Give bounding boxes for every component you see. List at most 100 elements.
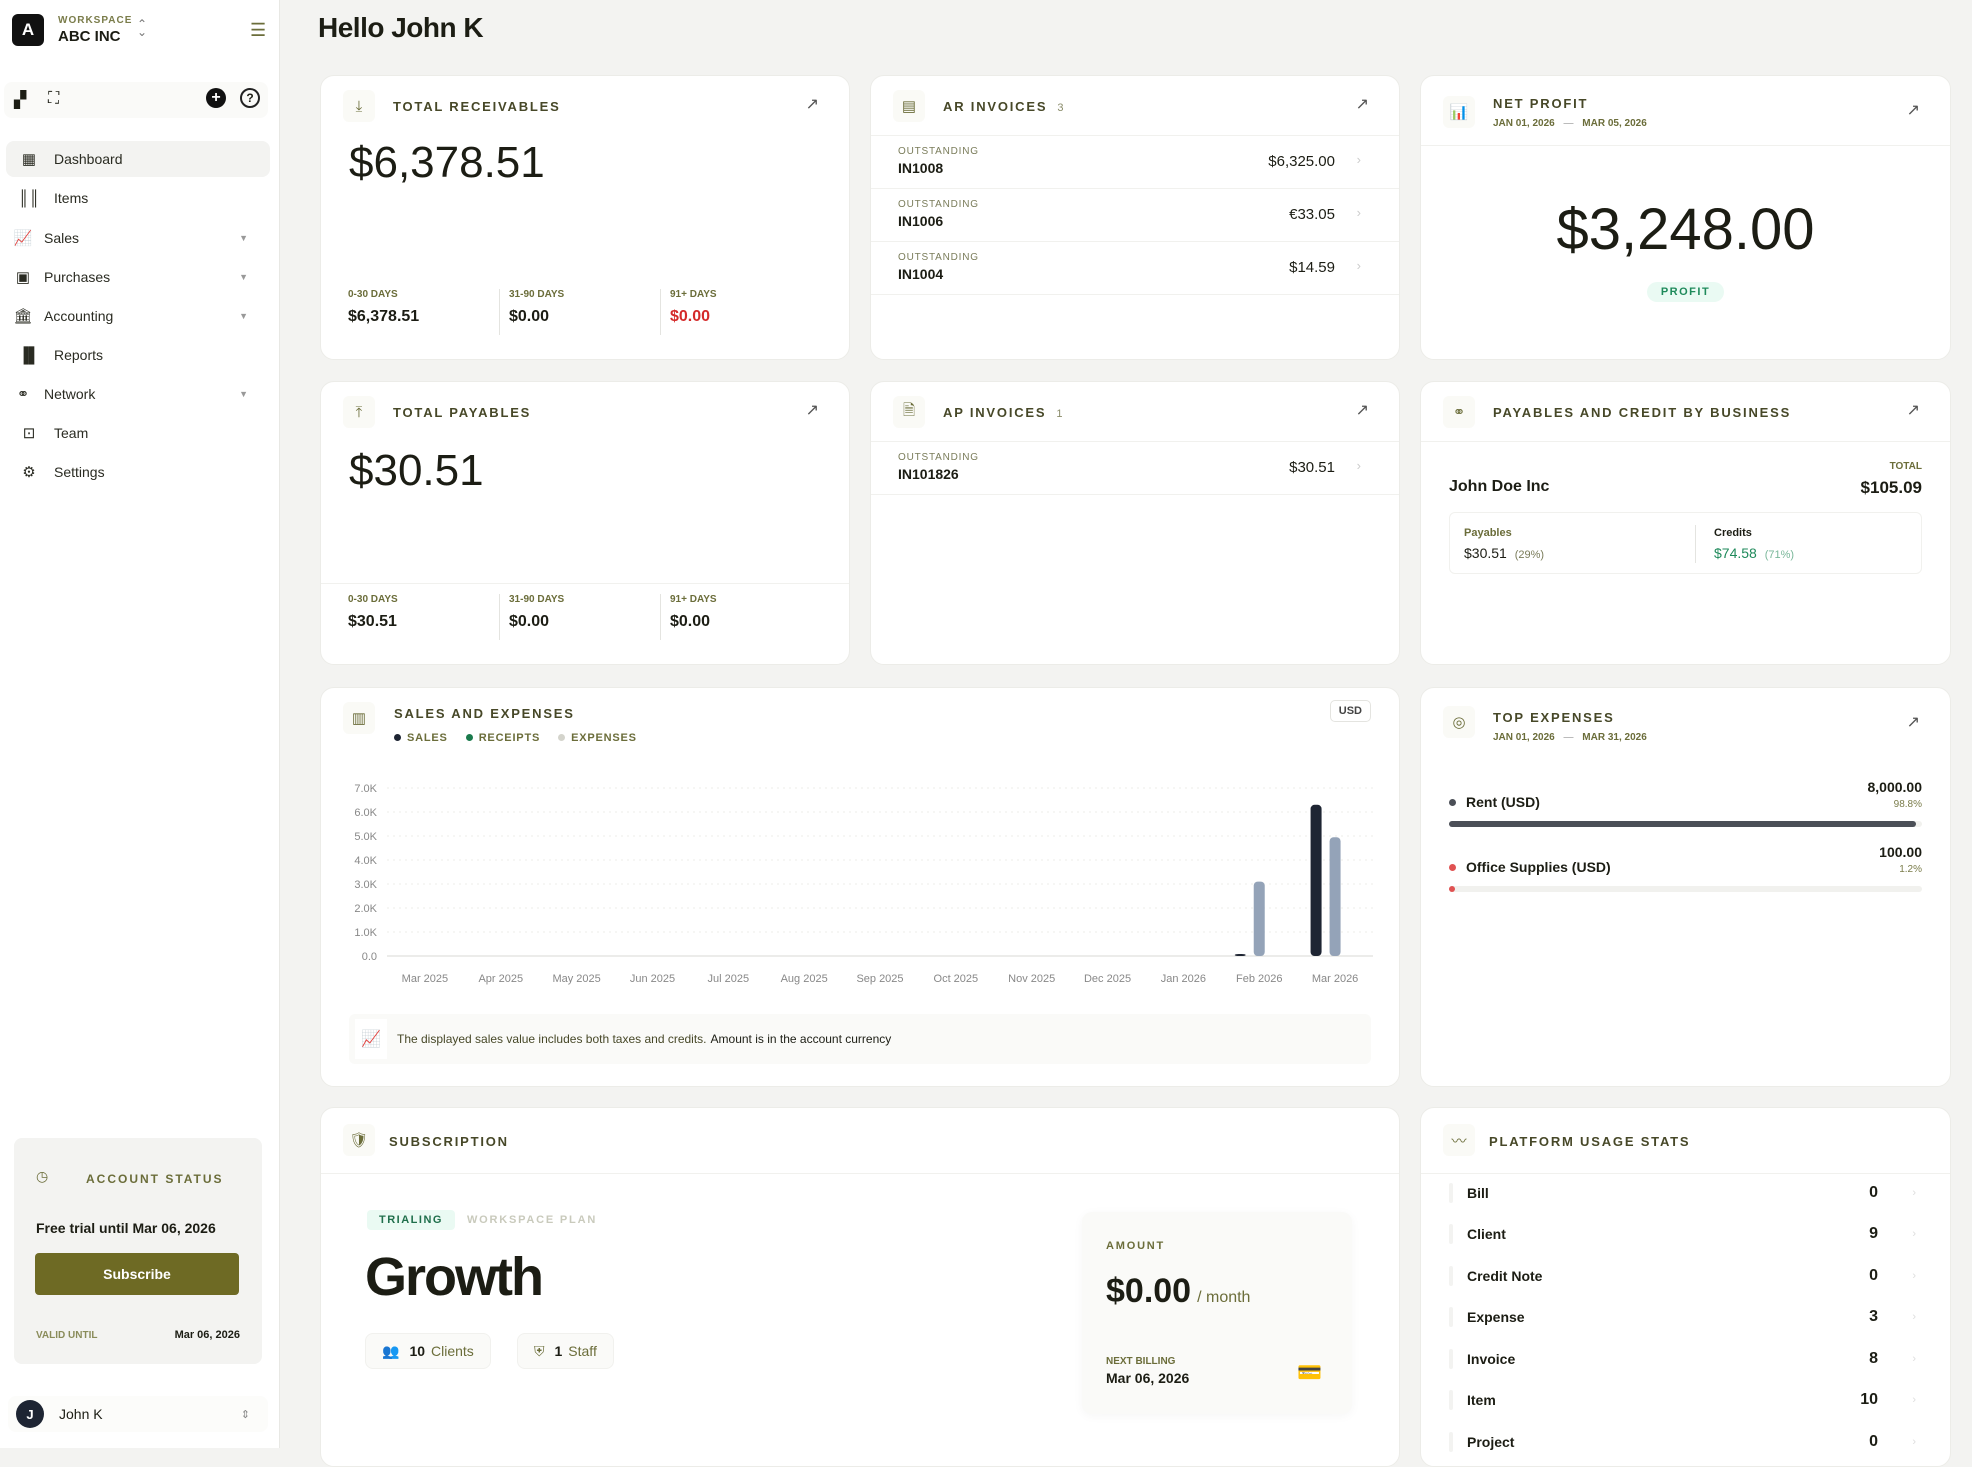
sidebar-item-purchases[interactable]: ▣ Purchases ▼ (6, 259, 270, 295)
aging-label: 0-30 DAYS (348, 289, 398, 300)
usage-row[interactable]: Expense 3 › (1449, 1299, 1922, 1335)
sidebar-item-settings[interactable]: ⚙ Settings (6, 454, 270, 490)
top-expenses-card: ◎ TOP EXPENSES JAN 01, 2026 — MAR 31, 20… (1420, 687, 1951, 1087)
business-total: $105.09 (1860, 478, 1922, 497)
fullscreen-icon[interactable]: ⛶ (48, 90, 60, 107)
open-arrow-icon[interactable]: ↗ (805, 96, 819, 113)
sidebar-item-dashboard[interactable]: ▦ Dashboard (6, 141, 270, 177)
bar-sales[interactable] (1310, 804, 1322, 956)
chevron-down-icon[interactable]: ▼ (239, 272, 248, 282)
sidebar-item-label: Reports (54, 347, 104, 363)
chevron-right-icon: › (1356, 258, 1361, 273)
sidebar-item-items[interactable]: ║║ Items (6, 180, 270, 216)
billing-period: / month (1197, 1289, 1251, 1306)
workspace-name[interactable]: ABC INC (58, 28, 121, 45)
invoice-number: IN1006 (898, 213, 944, 229)
date-to: MAR 05, 2026 (1582, 118, 1647, 129)
help-icon[interactable]: ? (240, 88, 260, 108)
x-tick-label: Jun 2025 (630, 973, 675, 985)
legend-label: EXPENSES (571, 732, 637, 744)
customize-dashboard-icon[interactable]: ▞ (14, 92, 27, 109)
y-tick-label: 5.0K (354, 831, 377, 843)
usage-row[interactable]: Client 9 › (1449, 1216, 1922, 1252)
invoice-row[interactable]: OUTSTANDING IN1006 €33.05 › (871, 189, 1399, 242)
usage-label: Expense (1467, 1309, 1525, 1325)
bar-sales[interactable] (1234, 954, 1246, 956)
net-profit-card: 📊 NET PROFIT JAN 01, 2026 — MAR 05, 2026 … (1420, 75, 1951, 360)
trial-text: Free trial until Mar 06, 2026 (36, 1220, 216, 1236)
usage-row[interactable]: Credit Note 0 › (1449, 1258, 1922, 1294)
chevron-right-icon: › (1912, 1228, 1916, 1240)
open-arrow-icon[interactable]: ↗ (1906, 402, 1920, 419)
open-arrow-icon[interactable]: ↗ (805, 402, 819, 419)
workspace-logo[interactable]: A (12, 14, 44, 46)
legend-dot-icon (558, 734, 566, 741)
aging-value: $6,378.51 (348, 308, 420, 325)
aging-label: 31-90 DAYS (509, 594, 565, 605)
date-to: MAR 31, 2026 (1582, 732, 1647, 743)
contact-icon: ⊡ (22, 425, 36, 442)
open-arrow-icon[interactable]: ↗ (1355, 402, 1369, 419)
sidebar-item-label: Team (54, 425, 89, 441)
add-icon[interactable]: + (206, 88, 226, 108)
legend-item-sales[interactable]: SALES (394, 732, 448, 744)
account-status-panel: ◷ ACCOUNT STATUS Free trial until Mar 06… (14, 1138, 262, 1364)
user-switch-icon[interactable]: ⇕ (240, 1408, 250, 1421)
aging-value: $0.00 (509, 308, 550, 325)
sidebar-item-label: Settings (54, 464, 105, 480)
currency-selector[interactable]: USD (1329, 700, 1371, 722)
y-tick-label: 7.0K (354, 783, 377, 795)
card-title: SUBSCRIPTION (389, 1134, 509, 1149)
payables-label: Payables (1464, 527, 1512, 539)
bar-expenses[interactable] (1329, 837, 1341, 956)
collapse-sidebar-icon[interactable]: ☰ (250, 20, 267, 40)
user-menu[interactable]: J John K ⇕ (8, 1396, 268, 1432)
clock-icon: ◷ (36, 1168, 49, 1184)
staff-count: 1 (554, 1343, 563, 1359)
usage-count: 10 (1860, 1391, 1878, 1408)
expense-amount: 100.00 (1879, 844, 1922, 860)
business-name[interactable]: John Doe Inc (1449, 478, 1550, 495)
invoice-row[interactable]: OUTSTANDING IN101826 $30.51 › (871, 442, 1399, 495)
y-tick-label: 6.0K (354, 807, 377, 819)
aging-label: 91+ DAYS (670, 594, 717, 605)
trend-line-icon: 〰 (1443, 1124, 1475, 1156)
sidebar-item-sales[interactable]: 📈 Sales ▼ (6, 220, 270, 256)
invoice-row[interactable]: OUTSTANDING IN1008 $6,325.00 › (871, 136, 1399, 189)
usage-label: Item (1467, 1392, 1496, 1408)
sidebar-item-accounting[interactable]: 🏛 Accounting ▼ (6, 298, 270, 334)
invoice-status: OUTSTANDING (898, 199, 979, 210)
open-arrow-icon[interactable]: ↗ (1906, 714, 1920, 731)
usage-row[interactable]: Item 10 › (1449, 1382, 1922, 1418)
date-separator: — (1563, 732, 1574, 743)
bar-expenses[interactable] (1253, 881, 1265, 956)
expense-progress (1449, 886, 1922, 892)
legend-item-receipts[interactable]: RECEIPTS (465, 732, 541, 744)
receipt-icon: ▤ (893, 90, 925, 122)
usage-row[interactable]: Bill 0 › (1449, 1175, 1922, 1211)
chevron-down-icon[interactable]: ▼ (239, 389, 248, 399)
sidebar-item-label: Accounting (44, 308, 114, 324)
usage-row[interactable]: Project 0 › (1449, 1424, 1922, 1460)
x-tick-label: Sep 2025 (856, 973, 903, 985)
sidebar-item-network[interactable]: ⚭ Network ▼ (6, 376, 270, 412)
chevron-down-icon[interactable]: ▼ (239, 233, 248, 243)
chevron-down-icon[interactable]: ▼ (239, 311, 248, 321)
legend-item-expenses[interactable]: EXPENSES (558, 732, 637, 744)
invoice-row[interactable]: OUTSTANDING IN1004 $14.59 › (871, 242, 1399, 295)
clients-chip: 👥 10 Clients (365, 1333, 491, 1369)
usage-row[interactable]: Invoice 8 › (1449, 1341, 1922, 1377)
usage-count: 0 (1869, 1267, 1878, 1284)
staff-label: Staff (568, 1343, 597, 1359)
credit-card-icon[interactable]: 💳 (1297, 1362, 1322, 1384)
open-arrow-icon[interactable]: ↗ (1355, 96, 1369, 113)
subscribe-button[interactable]: Subscribe (35, 1253, 239, 1295)
legend-label: RECEIPTS (478, 732, 541, 744)
payables-value: $30.51 (1464, 545, 1507, 561)
open-arrow-icon[interactable]: ↗ (1906, 102, 1920, 119)
sidebar-item-reports[interactable]: ▐▌ Reports (6, 337, 270, 373)
credits-label: Credits (1714, 527, 1752, 539)
money-icon: ▣ (15, 269, 31, 286)
sidebar-item-team[interactable]: ⊡ Team (6, 415, 270, 451)
workspace-switch-icon[interactable]: ⌃ ⌄ (137, 17, 148, 39)
